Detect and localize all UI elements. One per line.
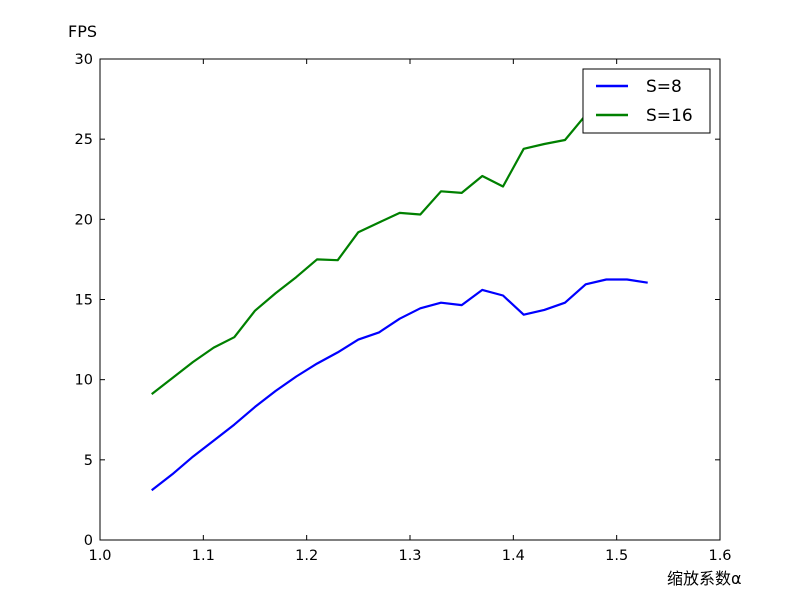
y-axis-label: FPS [68, 22, 97, 41]
x-tick-label: 1.2 [295, 548, 318, 564]
y-tick-label: 15 [75, 293, 93, 309]
series-line-2 [151, 114, 587, 395]
y-tick-label: 25 [75, 132, 93, 148]
legend: S=8 S=16 [582, 68, 711, 134]
ticks-layer: 1.0 1.1 1.2 1.3 1.4 1.5 1.6 0 5 10 15 20 25 30 [75, 52, 732, 564]
series-line-1 [151, 278, 648, 492]
x-tick-label: 1.5 [605, 548, 628, 564]
y-tick-label: 30 [75, 52, 93, 68]
x-axis-label: 缩放系数α [667, 569, 742, 588]
y-tick-label: 0 [84, 533, 93, 549]
x-tick-label: 1.0 [88, 548, 111, 564]
x-tick-label: 1.3 [398, 548, 421, 564]
legend-label-2: S=16 [646, 106, 693, 126]
y-tick-label: 5 [84, 453, 93, 469]
x-tick-label: 1.1 [192, 548, 215, 564]
series-layer [151, 114, 648, 492]
y-tick-label: 20 [75, 212, 93, 228]
x-tick-label: 1.6 [708, 548, 731, 564]
y-tick-label: 10 [75, 373, 93, 389]
plot-background [100, 59, 720, 540]
x-tick-label: 1.4 [502, 548, 525, 564]
legend-box [582, 68, 711, 134]
legend-label-1: S=8 [646, 77, 682, 97]
